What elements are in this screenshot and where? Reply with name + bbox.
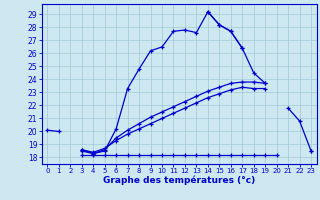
X-axis label: Graphe des températures (°c): Graphe des températures (°c) bbox=[103, 176, 255, 185]
